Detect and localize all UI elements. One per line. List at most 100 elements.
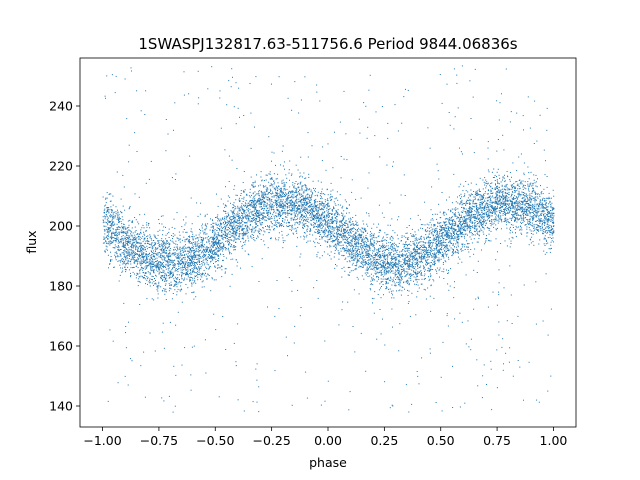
- data-point: [439, 226, 441, 228]
- data-point: [441, 256, 443, 257]
- data-point: [530, 201, 532, 203]
- data-point: [242, 182, 244, 183]
- data-point: [486, 207, 488, 209]
- data-point: [387, 249, 388, 250]
- data-point: [265, 206, 267, 208]
- data-point: [134, 236, 136, 238]
- data-point: [528, 190, 530, 192]
- data-point: [186, 238, 188, 240]
- data-point: [170, 281, 172, 283]
- data-point: [371, 264, 373, 266]
- data-point: [169, 270, 171, 272]
- data-point: [499, 177, 501, 179]
- data-point: [268, 181, 270, 183]
- data-point: [453, 243, 454, 245]
- data-point: [542, 221, 544, 223]
- data-point: [175, 253, 177, 255]
- data-point: [510, 294, 512, 296]
- data-point: [437, 244, 439, 246]
- data-point: [168, 242, 170, 244]
- data-point: [386, 164, 388, 166]
- data-point: [395, 256, 397, 258]
- data-point: [129, 251, 131, 253]
- data-point: [447, 228, 449, 230]
- data-point: [258, 233, 260, 234]
- data-point: [163, 240, 165, 242]
- data-point: [445, 224, 447, 226]
- data-point: [427, 227, 429, 229]
- data-point: [110, 225, 112, 227]
- data-point: [260, 229, 262, 231]
- data-point: [176, 274, 178, 276]
- data-point: [407, 89, 409, 91]
- data-point: [410, 273, 412, 275]
- data-point: [370, 242, 372, 244]
- data-point: [531, 192, 533, 194]
- data-point: [458, 238, 460, 240]
- data-point: [233, 212, 235, 214]
- data-point: [509, 209, 511, 211]
- data-point: [334, 203, 336, 205]
- data-point: [394, 263, 396, 265]
- data-point: [330, 219, 332, 221]
- data-point: [244, 244, 246, 246]
- data-point: [203, 232, 205, 234]
- data-point: [159, 244, 161, 246]
- data-point: [318, 232, 320, 233]
- data-point: [186, 266, 188, 268]
- data-point: [162, 275, 164, 277]
- data-point: [172, 241, 174, 243]
- data-point: [482, 179, 484, 181]
- data-point: [443, 214, 445, 216]
- data-point: [312, 192, 314, 194]
- data-point: [380, 274, 382, 276]
- data-point: [536, 230, 538, 231]
- data-point: [532, 190, 534, 192]
- data-point: [352, 227, 354, 229]
- data-point: [334, 267, 336, 269]
- data-point: [198, 274, 200, 276]
- data-point: [331, 219, 333, 221]
- data-point: [520, 206, 522, 208]
- data-point: [203, 238, 205, 239]
- data-point: [428, 242, 430, 244]
- data-point: [334, 252, 336, 254]
- data-point: [160, 267, 162, 269]
- data-point: [446, 269, 447, 271]
- data-point: [253, 203, 255, 205]
- data-point: [140, 233, 142, 235]
- data-point: [547, 213, 549, 215]
- data-point: [341, 235, 343, 237]
- data-point: [474, 230, 475, 232]
- data-point: [489, 210, 491, 212]
- data-point: [409, 253, 411, 255]
- data-point: [450, 227, 452, 228]
- data-point: [179, 264, 181, 266]
- data-point: [198, 243, 200, 245]
- data-point: [490, 193, 492, 194]
- data-point: [364, 264, 366, 266]
- data-point: [107, 242, 109, 244]
- data-point: [135, 277, 137, 279]
- data-point: [363, 238, 365, 240]
- data-point: [370, 262, 372, 264]
- data-point: [336, 239, 338, 241]
- data-point: [340, 250, 342, 252]
- data-point: [393, 247, 395, 249]
- data-point: [324, 233, 326, 235]
- data-point: [300, 253, 302, 255]
- data-point: [522, 206, 524, 208]
- data-point: [434, 260, 436, 262]
- data-point: [317, 195, 319, 197]
- data-point: [409, 262, 410, 264]
- data-point: [130, 259, 132, 261]
- data-point: [473, 238, 475, 240]
- data-point: [323, 217, 324, 218]
- data-point: [380, 240, 382, 242]
- data-point: [235, 82, 237, 84]
- data-point: [222, 217, 224, 219]
- data-point: [515, 208, 517, 210]
- data-point: [310, 198, 312, 200]
- data-point: [216, 242, 218, 244]
